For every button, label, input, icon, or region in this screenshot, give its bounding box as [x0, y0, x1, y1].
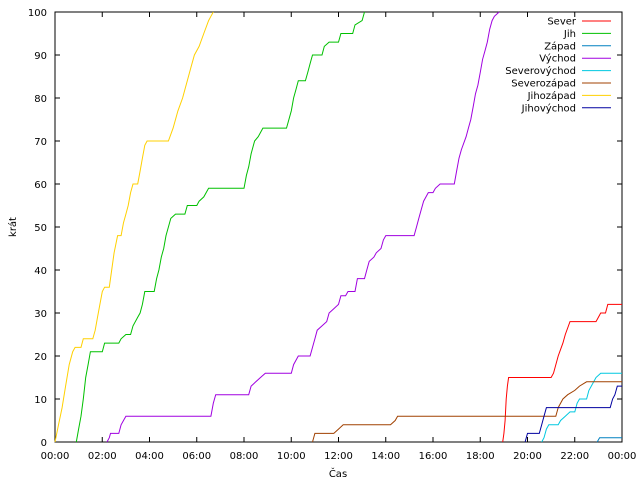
legend-label: Západ [544, 40, 576, 52]
x-tick-label: 20:00 [513, 451, 542, 462]
y-tick-label: 80 [34, 94, 47, 105]
x-axis-label: Čas [329, 467, 347, 480]
x-tick-label: 00:00 [608, 451, 637, 462]
series-line-jihovýchod [524, 385, 622, 443]
y-tick-label: 50 [34, 223, 47, 234]
x-tick-label: 06:00 [182, 451, 211, 462]
legend-label: Jihovýchod [521, 102, 576, 114]
y-tick-label: 60 [34, 180, 47, 191]
x-tick-label: 04:00 [135, 451, 164, 462]
series-line-jih [75, 11, 365, 443]
x-tick-label: 10:00 [277, 451, 306, 462]
legend-label: Severozápad [511, 78, 576, 90]
x-tick-label: 18:00 [466, 451, 495, 462]
y-tick-label: 40 [34, 266, 47, 277]
series-layer [54, 11, 622, 443]
legend-label: Jihozápad [527, 90, 576, 102]
legend-label: Sever [547, 17, 577, 28]
x-tick-label: 08:00 [230, 451, 259, 462]
y-tick-label: 90 [34, 51, 47, 62]
y-tick-label: 70 [34, 137, 47, 148]
x-tick-label: 00:00 [41, 451, 70, 462]
series-line-západ [596, 437, 622, 443]
legend-label: Jih [563, 29, 576, 40]
x-tick-label: 16:00 [419, 451, 448, 462]
series-line-sever [502, 303, 622, 443]
series-line-východ [106, 11, 500, 443]
y-axis-label: krát [7, 217, 19, 237]
y-tick-label: 100 [28, 8, 47, 19]
series-line-jihozápad [54, 11, 214, 443]
y-tick-label: 10 [34, 395, 47, 406]
y-tick-label: 20 [34, 352, 47, 363]
x-tick-label: 12:00 [324, 451, 353, 462]
series-line-severozápad [312, 381, 622, 443]
y-tick-label: 0 [41, 438, 47, 449]
x-tick-label: 14:00 [371, 451, 400, 462]
legend: SeverJihZápadVýchodSeverovýchodSeverozáp… [505, 17, 611, 114]
x-tick-label: 22:00 [560, 451, 589, 462]
legend-label: Severovýchod [505, 65, 576, 77]
x-tick-label: 02:00 [88, 451, 117, 462]
axis-ticks: 00:00 02:00 04:00 06:00 08:00 10:00 12:00 14:00… [28, 8, 637, 462]
y-tick-label: 30 [34, 309, 47, 320]
legend-label: Východ [539, 53, 576, 65]
